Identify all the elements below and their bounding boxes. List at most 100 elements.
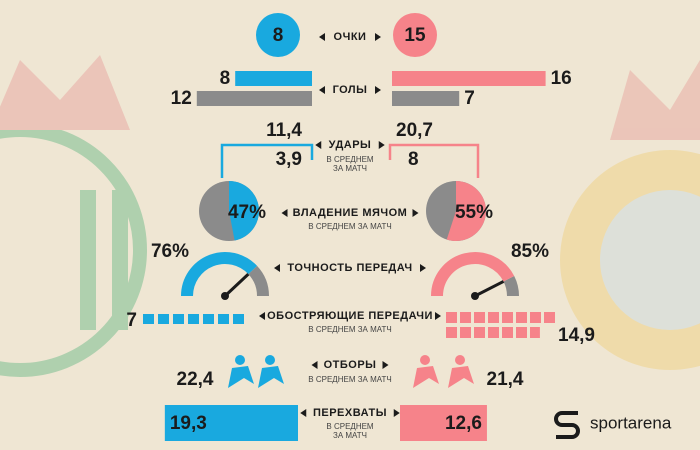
arrow-left bbox=[311, 361, 318, 369]
player-body bbox=[448, 366, 474, 388]
shots-on-target: 8 bbox=[408, 149, 419, 170]
sublabel: В СРЕДНЕМ ЗА МАТЧ bbox=[308, 325, 392, 334]
sublabel: В СРЕДНЕМ ЗА МАТЧ bbox=[326, 155, 374, 173]
sublabel: В СРЕДНЕМ ЗА МАТЧ bbox=[308, 375, 392, 384]
player-head bbox=[420, 355, 430, 365]
arrow-left bbox=[319, 33, 325, 41]
goal-value: 12 bbox=[171, 88, 192, 109]
sublabel: В СРЕДНЕМ ЗА МАТЧ bbox=[308, 222, 392, 231]
goal-value: 8 bbox=[220, 68, 231, 89]
cross-square bbox=[188, 314, 199, 324]
possession-value: 55% bbox=[455, 202, 493, 223]
shots-on-target: 3,9 bbox=[276, 149, 302, 170]
arrow-left bbox=[259, 312, 265, 320]
cross-square bbox=[446, 312, 457, 323]
gauge-rest bbox=[248, 265, 269, 297]
player-body bbox=[258, 366, 284, 388]
gauge-rest bbox=[503, 276, 519, 297]
points-away bbox=[393, 13, 437, 57]
tackles-value: 21,4 bbox=[487, 369, 524, 390]
background-logos bbox=[0, 55, 700, 377]
shots-bracket-away bbox=[388, 143, 480, 178]
gauge-hub bbox=[221, 292, 229, 300]
cross-square bbox=[446, 327, 457, 338]
cross-square bbox=[143, 314, 154, 324]
stat-label: ВЛАДЕНИЕ МЯЧОМ bbox=[293, 207, 408, 219]
player-head bbox=[265, 355, 275, 365]
cross-square bbox=[530, 312, 541, 323]
stat-label: ТОЧНОСТЬ ПЕРЕДАЧ bbox=[287, 262, 412, 274]
cross-square bbox=[460, 327, 471, 338]
cross-square bbox=[502, 312, 513, 323]
cross-square bbox=[203, 314, 214, 324]
tackles-value: 22,4 bbox=[177, 369, 214, 390]
goal-bar bbox=[235, 71, 312, 86]
shots-bracket-home bbox=[220, 143, 314, 178]
cross-square bbox=[474, 312, 485, 323]
interception-bar bbox=[164, 405, 298, 441]
cross-square bbox=[516, 312, 527, 323]
goal-value: 16 bbox=[551, 68, 572, 89]
shots-total: 20,7 bbox=[396, 120, 433, 141]
gauge-needle bbox=[474, 280, 505, 298]
goal-bar bbox=[392, 91, 460, 106]
possession-wedge bbox=[229, 181, 260, 241]
arrow-right bbox=[420, 264, 426, 272]
arrow-left bbox=[281, 209, 288, 217]
points-value: 8 bbox=[273, 25, 284, 46]
arrow-right bbox=[378, 141, 385, 149]
cross-square bbox=[544, 312, 555, 323]
goal-bar bbox=[392, 71, 546, 86]
cross-square bbox=[516, 327, 527, 338]
player-body bbox=[413, 366, 439, 388]
arrow-right bbox=[382, 361, 389, 369]
arrow-right bbox=[393, 409, 400, 417]
cross-square bbox=[460, 312, 471, 323]
goal-value: 7 bbox=[464, 88, 475, 109]
gauge-fill bbox=[181, 252, 258, 297]
arrow-right bbox=[435, 312, 441, 320]
sublabel: В СРЕДНЕМ ЗА МАТЧ bbox=[326, 422, 374, 440]
gauge-hub bbox=[471, 292, 479, 300]
player-head bbox=[455, 355, 465, 365]
stat-label: ОТБОРЫ bbox=[324, 359, 377, 371]
passing-value: 85% bbox=[511, 241, 549, 262]
cross-square bbox=[173, 314, 184, 324]
goal-bar bbox=[196, 91, 312, 106]
stat-label: ОЧКИ bbox=[334, 31, 367, 43]
cross-square bbox=[488, 312, 499, 323]
arrow-left bbox=[300, 409, 307, 417]
points-value: 15 bbox=[404, 25, 426, 46]
arrow-right bbox=[412, 209, 419, 217]
player-body bbox=[228, 366, 254, 388]
player-head bbox=[235, 355, 245, 365]
cross-square bbox=[502, 327, 513, 338]
interception-value: 12,6 bbox=[445, 413, 482, 434]
brand-icon bbox=[554, 411, 580, 439]
possession-wedge bbox=[446, 181, 487, 241]
crosses-value: 7 bbox=[126, 310, 137, 331]
possession-value: 47% bbox=[228, 202, 266, 223]
cross-square bbox=[233, 314, 244, 324]
cross-square bbox=[488, 327, 499, 338]
brand: sportarena bbox=[590, 413, 672, 432]
stat-label: ГОЛЫ bbox=[333, 84, 368, 96]
gauge-fill bbox=[431, 252, 515, 297]
arrow-left bbox=[319, 86, 325, 94]
stat-label: ОБОСТРЯЮЩИЕ ПЕРЕДАЧИ bbox=[267, 310, 433, 322]
stat-label: ПЕРЕХВАТЫ bbox=[313, 407, 387, 419]
arrow-right bbox=[375, 86, 381, 94]
cross-square bbox=[158, 314, 169, 324]
points-home bbox=[256, 13, 300, 57]
cross-square bbox=[474, 327, 485, 338]
arrow-left bbox=[274, 264, 280, 272]
arrow-left bbox=[315, 141, 322, 149]
interception-value: 19,3 bbox=[170, 413, 207, 434]
stat-label: УДАРЫ bbox=[329, 139, 372, 151]
cross-square bbox=[530, 327, 540, 338]
interception-bar bbox=[400, 405, 487, 441]
cross-square bbox=[218, 314, 229, 324]
shots-total: 11,4 bbox=[266, 120, 302, 141]
